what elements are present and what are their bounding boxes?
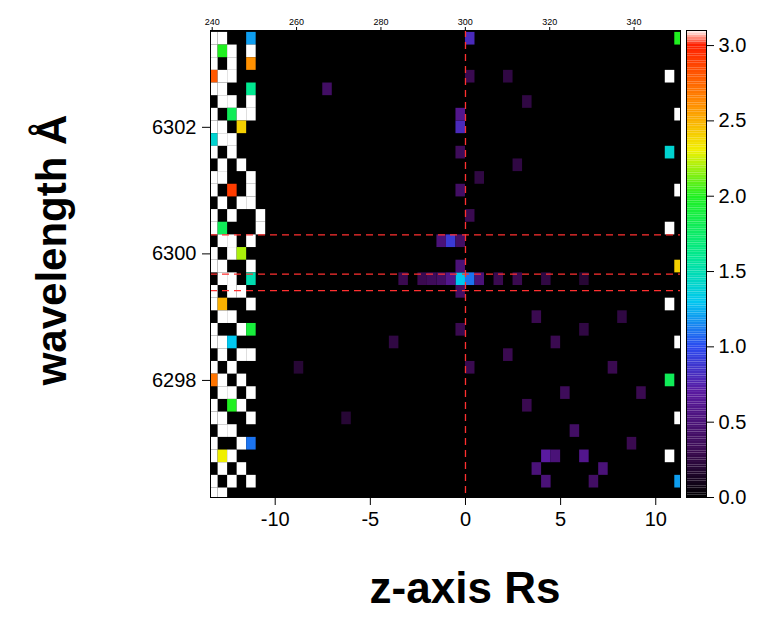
html-text:z-axis Rs: z-axis Rs [369, 563, 561, 612]
svg-text:0.0: 0.0 [719, 486, 747, 508]
svg-text:6302: 6302 [152, 116, 197, 138]
svg-text:240: 240 [205, 17, 220, 27]
svg-text:10: 10 [645, 508, 667, 530]
svg-text:0.5: 0.5 [719, 411, 747, 433]
svg-text:6298: 6298 [152, 369, 197, 391]
svg-text:0: 0 [460, 508, 471, 530]
svg-text:1.5: 1.5 [719, 260, 747, 282]
svg-text:260: 260 [289, 17, 304, 27]
svg-text:1.0: 1.0 [719, 335, 747, 357]
svg-text:280: 280 [373, 17, 388, 27]
svg-text:2.5: 2.5 [719, 109, 747, 131]
svg-text:-5: -5 [361, 508, 379, 530]
svg-text:-10: -10 [261, 508, 290, 530]
svg-text:2.0: 2.0 [719, 185, 747, 207]
svg-text:3.0: 3.0 [719, 34, 747, 56]
svg-text:300: 300 [458, 17, 473, 27]
html-text:wavelength Å: wavelength Å [28, 114, 75, 386]
svg-text:5: 5 [555, 508, 566, 530]
svg-text:340: 340 [627, 17, 642, 27]
svg-text:320: 320 [542, 17, 557, 27]
svg-text:6300: 6300 [152, 242, 197, 264]
